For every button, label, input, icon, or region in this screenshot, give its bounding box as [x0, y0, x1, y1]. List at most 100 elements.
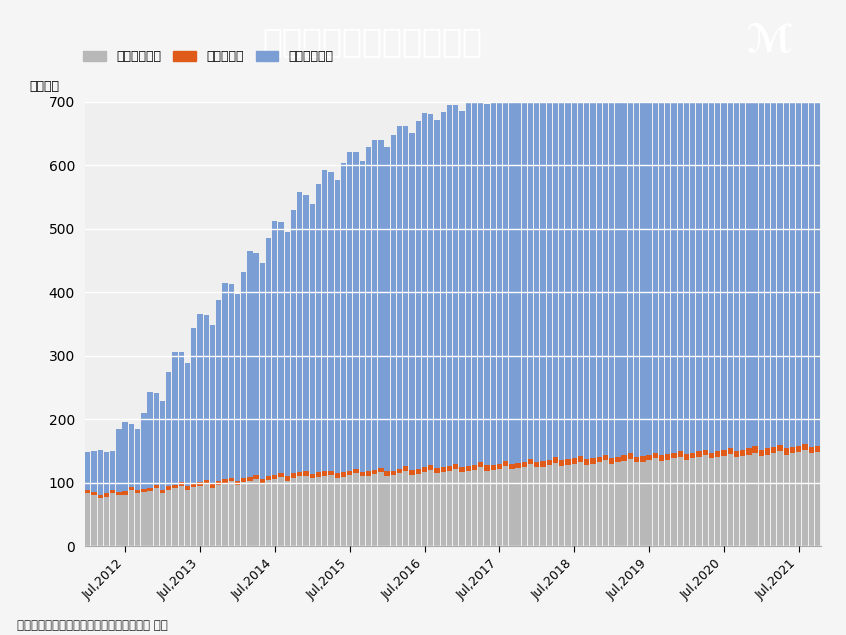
Bar	[746, 455, 751, 546]
Bar	[702, 47, 708, 450]
Bar	[328, 172, 333, 471]
Bar	[428, 470, 433, 546]
Bar	[210, 484, 215, 488]
Bar	[765, 448, 770, 455]
Bar	[765, 455, 770, 546]
Bar	[528, 459, 533, 464]
Bar	[397, 126, 402, 469]
Bar	[135, 493, 140, 546]
Bar	[503, 91, 508, 461]
Bar	[116, 495, 122, 546]
Bar	[210, 488, 215, 546]
Bar	[409, 475, 415, 546]
Bar	[722, 456, 727, 546]
Bar	[216, 485, 222, 546]
Bar	[628, 62, 633, 453]
Bar	[772, 453, 777, 546]
Bar	[147, 488, 153, 491]
Bar	[116, 429, 122, 492]
Bar	[702, 455, 708, 546]
Text: ℳ: ℳ	[747, 22, 793, 60]
Bar	[191, 483, 196, 487]
Bar	[197, 486, 203, 546]
Bar	[515, 463, 521, 468]
Bar	[678, 52, 683, 451]
Bar	[235, 485, 240, 546]
Bar	[728, 448, 733, 454]
Bar	[365, 147, 371, 471]
Bar	[815, 26, 820, 446]
Bar	[310, 474, 315, 478]
Bar	[354, 469, 359, 473]
Bar	[123, 495, 128, 546]
Bar	[291, 473, 296, 478]
Bar	[615, 66, 621, 457]
Bar	[684, 460, 689, 546]
Bar	[204, 484, 209, 546]
Bar	[404, 466, 409, 471]
Bar	[397, 469, 402, 473]
Bar	[652, 58, 658, 453]
Bar	[110, 493, 115, 546]
Bar	[154, 488, 159, 546]
Bar	[372, 140, 377, 470]
Bar	[802, 444, 808, 450]
Bar	[415, 121, 421, 469]
Bar	[204, 315, 209, 480]
Bar	[123, 491, 128, 495]
Bar	[266, 238, 272, 476]
Bar	[534, 462, 540, 467]
Bar	[397, 473, 402, 546]
Bar	[522, 87, 527, 462]
Bar	[222, 283, 228, 479]
Bar	[809, 453, 814, 546]
Bar	[578, 462, 583, 546]
Bar	[690, 458, 695, 546]
Bar	[665, 454, 670, 460]
Bar	[578, 74, 583, 456]
Bar	[334, 180, 340, 473]
Bar	[572, 73, 577, 458]
Bar	[235, 481, 240, 485]
Bar	[97, 498, 103, 546]
Bar	[559, 466, 564, 546]
Bar	[672, 51, 677, 453]
Bar	[241, 482, 246, 546]
Bar	[733, 48, 739, 451]
Bar	[85, 490, 91, 493]
Bar	[278, 473, 283, 477]
Bar	[216, 481, 222, 485]
Bar	[141, 489, 146, 492]
Bar	[135, 490, 140, 493]
Bar	[291, 210, 296, 473]
Bar	[509, 464, 514, 469]
Bar	[185, 363, 190, 486]
Bar	[478, 467, 483, 546]
Bar	[634, 462, 640, 546]
Bar	[378, 140, 383, 468]
Bar	[104, 497, 109, 546]
Bar	[515, 468, 521, 546]
Bar	[615, 462, 621, 546]
Bar	[728, 42, 733, 448]
Bar	[404, 471, 409, 546]
Bar	[752, 453, 758, 546]
Bar	[609, 464, 614, 546]
Bar	[709, 458, 714, 546]
Bar	[777, 445, 783, 451]
Bar	[104, 493, 109, 497]
Bar	[478, 98, 483, 462]
Bar	[815, 452, 820, 546]
Bar	[434, 120, 440, 468]
Bar	[640, 462, 645, 546]
Bar	[409, 133, 415, 470]
Bar	[646, 57, 651, 455]
Bar	[491, 97, 496, 465]
Bar	[441, 112, 446, 467]
Bar	[777, 31, 783, 445]
Bar	[790, 31, 795, 447]
Bar	[254, 479, 259, 546]
Bar	[809, 447, 814, 453]
Bar	[104, 452, 109, 493]
Bar	[484, 471, 490, 546]
